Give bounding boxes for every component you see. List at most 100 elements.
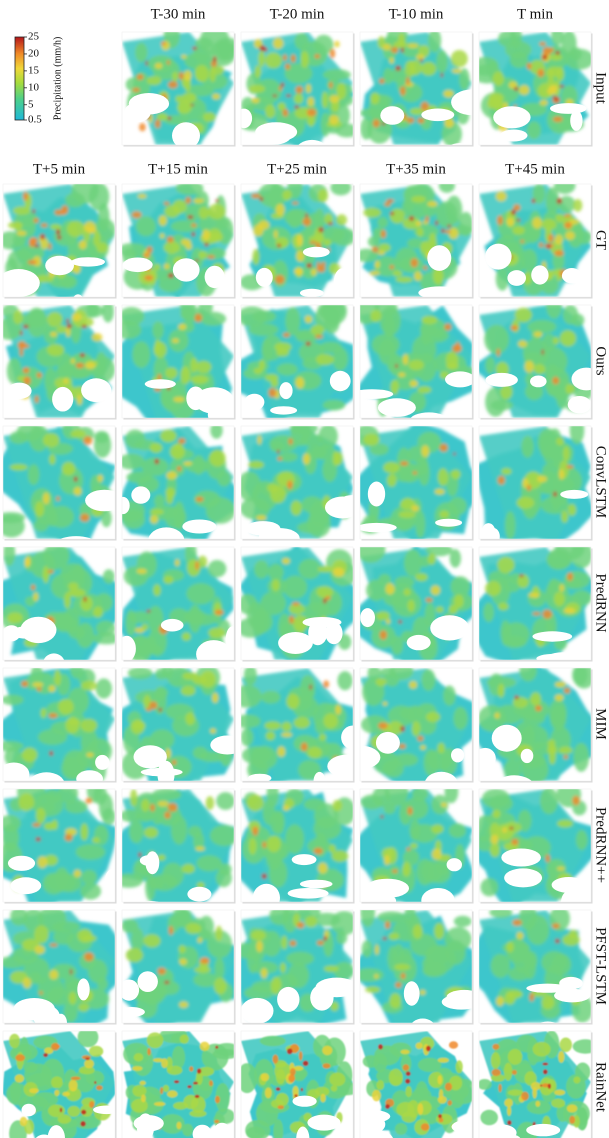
precip-cell	[50, 331, 58, 337]
no-rain	[204, 265, 225, 289]
precip-cell	[10, 910, 28, 926]
precip-cell	[284, 63, 313, 84]
precip-cell	[252, 310, 277, 323]
precip-cell	[132, 1066, 143, 1071]
precip-cell	[552, 376, 560, 385]
precip-cell	[86, 752, 94, 758]
precip-cell	[385, 921, 391, 929]
precip-cell	[389, 993, 402, 1009]
precip-cell	[542, 463, 554, 479]
precip-cell	[282, 189, 292, 201]
precip-cell	[33, 218, 39, 223]
precip-cell	[447, 224, 452, 228]
precip-cell	[480, 878, 499, 897]
precip-field	[241, 1031, 353, 1138]
precip-cell	[522, 711, 545, 726]
precip-cell	[405, 1071, 411, 1076]
precip-cell	[272, 1054, 279, 1064]
precip-cell	[361, 940, 373, 958]
no-rain	[501, 848, 541, 867]
precip-cell	[554, 250, 564, 257]
precip-cell	[376, 1080, 385, 1091]
precip-cell	[216, 217, 229, 230]
precip-cell	[330, 1085, 338, 1092]
precip-cell	[275, 274, 285, 285]
precip-cell	[48, 242, 52, 251]
no-rain	[491, 724, 522, 752]
precip-cell	[291, 602, 300, 606]
no-rain	[252, 883, 280, 902]
precip-cell	[558, 1051, 565, 1063]
panel-frame	[478, 183, 592, 298]
radar-map	[479, 547, 591, 660]
precip-cell	[207, 203, 226, 220]
precip-cell	[567, 572, 573, 581]
precip-cell	[150, 508, 164, 515]
precip-cell	[292, 614, 308, 633]
precip-cell	[259, 359, 265, 371]
no-rain	[3, 625, 21, 642]
precip-cell	[160, 429, 177, 443]
precip-cell	[490, 399, 514, 411]
no-rain	[96, 409, 115, 418]
no-rain	[144, 379, 176, 389]
precip-cell	[415, 573, 428, 582]
precip-cell	[23, 1061, 38, 1073]
panel-frame	[359, 667, 473, 782]
radar-map	[122, 32, 234, 145]
precip-cell	[541, 218, 557, 231]
precip-cell	[97, 977, 108, 991]
precip-cell	[291, 201, 299, 205]
no-rain	[485, 372, 518, 387]
precip-cell	[180, 54, 187, 59]
precip-cell	[435, 220, 438, 226]
precip-cell	[154, 62, 163, 69]
radar-map	[122, 789, 234, 902]
no-rain	[451, 143, 468, 145]
precip-cell	[380, 815, 384, 819]
precip-cell	[497, 683, 505, 698]
precip-cell	[33, 592, 39, 602]
precip-cell	[380, 229, 387, 239]
precip-cell	[268, 859, 288, 888]
precip-cell	[293, 268, 303, 275]
no-rain	[310, 984, 334, 1011]
precip-cell	[281, 721, 292, 732]
precip-cell	[285, 307, 301, 336]
radar-map	[360, 32, 472, 145]
radar-map	[360, 668, 472, 781]
precip-cell	[317, 189, 329, 203]
no-rain	[10, 877, 42, 895]
precip-cell	[57, 235, 62, 240]
precip-cell	[504, 1098, 513, 1108]
precip-cell	[167, 802, 178, 812]
precip-cell	[194, 1094, 200, 1099]
precip-cell	[13, 310, 23, 325]
precip-cell	[559, 584, 565, 592]
precip-cell	[425, 597, 433, 603]
precip-cell	[497, 215, 503, 226]
precip-cell	[59, 275, 78, 289]
precip-cell	[190, 104, 194, 107]
precip-cell	[542, 54, 548, 60]
precip-cell	[389, 57, 395, 64]
precip-cell	[287, 480, 293, 490]
precip-cell	[164, 811, 171, 819]
no-rain	[325, 622, 343, 645]
precip-cell	[573, 199, 583, 212]
column-header: T+45 min	[505, 161, 565, 177]
precip-cell	[537, 68, 545, 78]
colorbar	[14, 36, 25, 121]
panel-frame	[2, 788, 116, 903]
precip-cell	[437, 1075, 442, 1085]
no-rain	[427, 245, 452, 271]
precip-cell	[450, 1091, 464, 1109]
precip-cell	[310, 268, 317, 276]
precip-cell	[54, 209, 63, 216]
no-rain	[418, 286, 461, 297]
precip-cell	[282, 108, 289, 117]
precip-cell	[176, 1121, 182, 1130]
precip-cell	[36, 687, 42, 691]
precip-cell	[335, 704, 342, 715]
precip-cell	[532, 217, 542, 229]
